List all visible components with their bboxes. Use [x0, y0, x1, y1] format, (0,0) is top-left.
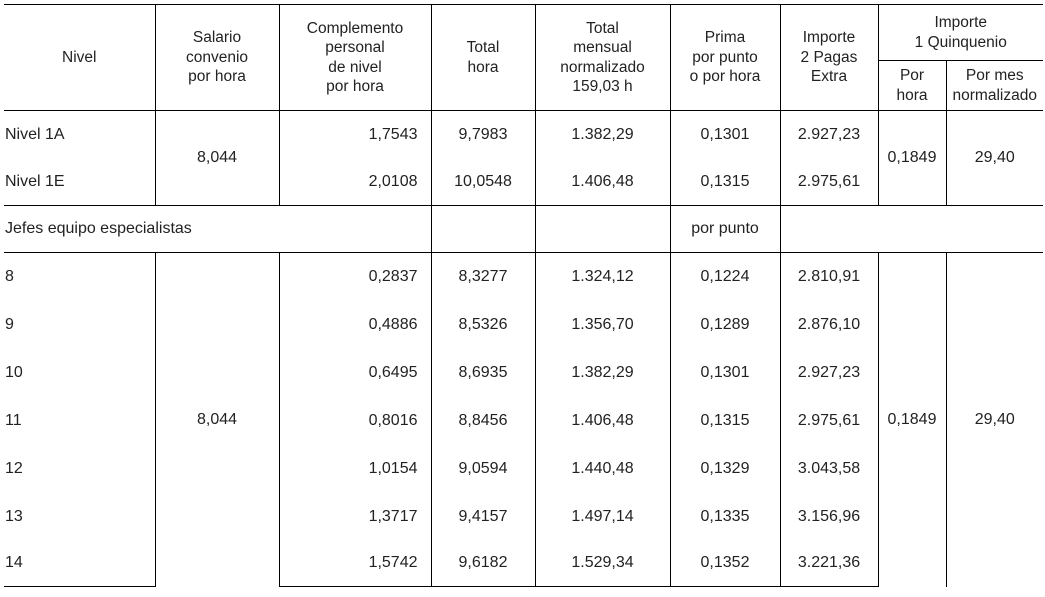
cell-complemento: 0,6495 [279, 348, 432, 397]
cell-importe: 2.975,61 [780, 158, 879, 206]
cell-complemento: 2,0108 [279, 158, 432, 206]
cell-nivel: 13 [4, 492, 156, 541]
cell-total-mensual: 1.529,34 [535, 540, 671, 587]
header-quinquenio: Importe 1 Quinquenio [878, 4, 1043, 61]
empty-cell [535, 205, 671, 253]
header-prima: Prima por punto o por hora [670, 4, 781, 111]
table-row: 12 1,0154 9,0594 1.440,48 0,1329 3.043,5… [4, 444, 1043, 493]
table-row: 13 1,3717 9,4157 1.497,14 0,1335 3.156,9… [4, 492, 1043, 541]
cell-importe: 3.221,36 [780, 540, 879, 587]
cell-prima: 0,1301 [670, 348, 781, 397]
cell-por-mes: 29,40 [974, 410, 1015, 428]
cell-salario: 8,044 [154, 110, 280, 206]
cell-salario: 8,044 [155, 252, 280, 587]
cell-importe: 2.927,23 [780, 110, 879, 159]
cell-por-hora: 0,1849 [878, 110, 947, 206]
cell-nivel: 8 [4, 252, 156, 301]
header-total-mensual: Total mensual normalizado 159,03 h [535, 4, 671, 111]
cell-prima: 0,1224 [670, 252, 781, 301]
cell-importe: 3.043,58 [780, 444, 879, 493]
cell-total-mensual: 1.324,12 [535, 252, 671, 301]
cell-total-mensual: 1.356,70 [535, 300, 671, 349]
cell-total-hora: 10,0548 [431, 158, 536, 206]
header-nivel: Nivel [4, 4, 155, 111]
section-prima-label: por punto [670, 205, 780, 253]
cell-complemento: 0,8016 [279, 396, 432, 445]
table-row: 11 0,8016 8,8456 1.406,48 0,1315 2.975,6… [4, 396, 1043, 445]
cell-nivel: 10 [4, 348, 156, 397]
cell-complemento: 1,0154 [279, 444, 432, 493]
cell-prima: 0,1335 [670, 492, 781, 541]
cell-total-hora: 9,0594 [431, 444, 536, 493]
table-row: Nivel 1A 8,044 1,7543 9,7983 1.382,29 0,… [4, 110, 1043, 206]
cell-prima: 0,1352 [670, 540, 781, 587]
cell-importe: 2.927,23 [780, 348, 879, 397]
cell-importe: 2.876,10 [780, 300, 879, 349]
cell-total-hora: 9,6182 [431, 540, 536, 587]
section-label: Jefes equipo especialistas [4, 205, 431, 253]
cell-total-hora: 8,5326 [431, 300, 536, 349]
cell-nivel: Nivel 1A [5, 125, 65, 143]
cell-prima: 0,1329 [670, 444, 781, 493]
cell-complemento: 0,2837 [279, 252, 432, 301]
cell-nivel: Nivel 1E [5, 172, 65, 190]
table-row: 8 8,044 0,2837 8,3277 1.324,12 0,1224 2.… [4, 252, 1043, 587]
table-row: 14 1,5742 9,6182 1.529,34 0,1352 3.221,3… [4, 540, 1043, 587]
cell-prima: 0,1289 [670, 300, 781, 349]
header-salario: Salario convenio por hora [154, 4, 280, 111]
header-total-hora: Total hora [431, 4, 536, 111]
cell-total-mensual: 1.406,48 [535, 158, 671, 206]
cell-total-hora: 9,4157 [431, 492, 536, 541]
cell-complemento: 1,7543 [279, 110, 432, 159]
cell-nivel: 9 [4, 300, 156, 349]
cell-importe: 2.810,91 [780, 252, 879, 301]
cell-prima: 0,1301 [670, 110, 781, 159]
cell-total-mensual: 1.497,14 [535, 492, 671, 541]
table-row: 10 0,6495 8,6935 1.382,29 0,1301 2.927,2… [4, 348, 1043, 397]
empty-cell [779, 205, 1043, 253]
cell-total-hora: 9,7983 [431, 110, 536, 159]
cell-total-mensual: 1.440,48 [535, 444, 671, 493]
cell-total-hora: 8,8456 [431, 396, 536, 445]
cell-nivel: 12 [4, 444, 156, 493]
table-row: Nivel 1E 2,0108 10,0548 1.406,48 0,1315 … [4, 158, 1043, 206]
cell-complemento: 1,3717 [279, 492, 432, 541]
cell-por-hora: 0,1849 [878, 252, 947, 587]
table-row: 9 0,4886 8,5326 1.356,70 0,1289 2.876,10 [4, 300, 1043, 349]
header-por-hora: Por hora [878, 60, 947, 111]
cell-total-mensual: 1.382,29 [535, 110, 671, 159]
cell-importe: 2.975,61 [780, 396, 879, 445]
cell-complemento: 1,5742 [279, 540, 432, 587]
section-row: Jefes equipo especialistas por punto [4, 205, 1043, 253]
cell-prima: 0,1315 [670, 158, 781, 206]
cell-complemento: 0,4886 [279, 300, 432, 349]
empty-cell [430, 205, 536, 253]
cell-importe: 3.156,96 [780, 492, 879, 541]
header-complemento: Complemento personal de nivel por hora [279, 4, 432, 111]
cell-nivel: 14 [4, 540, 156, 587]
cell-por-mes: 29,40 [974, 149, 1015, 166]
cell-total-hora: 8,6935 [431, 348, 536, 397]
cell-nivel: 11 [4, 396, 156, 445]
cell-total-mensual: 1.406,48 [535, 396, 671, 445]
cell-prima: 0,1315 [670, 396, 781, 445]
cell-total-hora: 8,3277 [431, 252, 536, 301]
salary-table: Nivel Salario convenio por hora Compleme… [4, 4, 1043, 587]
cell-total-mensual: 1.382,29 [535, 348, 671, 397]
header-por-mes: Por mes normalizado [946, 60, 1043, 111]
header-importe-pagas: Importe 2 Pagas Extra [780, 4, 879, 111]
